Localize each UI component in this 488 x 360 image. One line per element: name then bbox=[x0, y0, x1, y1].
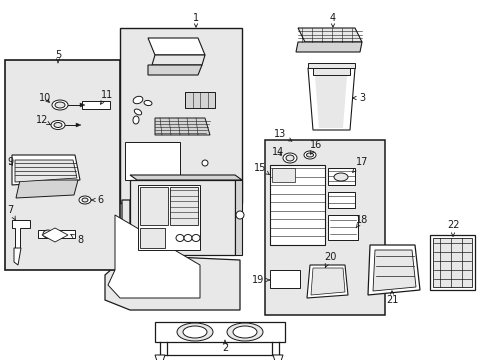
Polygon shape bbox=[140, 187, 168, 225]
Ellipse shape bbox=[54, 122, 62, 127]
Text: 10: 10 bbox=[39, 93, 51, 103]
Ellipse shape bbox=[304, 151, 315, 159]
Ellipse shape bbox=[55, 102, 65, 108]
Polygon shape bbox=[16, 180, 78, 198]
Polygon shape bbox=[15, 160, 77, 182]
Ellipse shape bbox=[144, 100, 152, 105]
Polygon shape bbox=[105, 200, 240, 310]
Polygon shape bbox=[12, 220, 30, 248]
Polygon shape bbox=[148, 38, 204, 55]
Polygon shape bbox=[372, 250, 415, 291]
Text: 16: 16 bbox=[309, 140, 322, 154]
Polygon shape bbox=[82, 101, 110, 109]
Polygon shape bbox=[108, 215, 200, 298]
Ellipse shape bbox=[226, 323, 263, 341]
Polygon shape bbox=[138, 185, 200, 250]
Polygon shape bbox=[42, 228, 68, 242]
Polygon shape bbox=[327, 168, 354, 185]
Polygon shape bbox=[269, 165, 325, 245]
Text: 22: 22 bbox=[446, 220, 458, 236]
Text: 21: 21 bbox=[385, 291, 397, 305]
Ellipse shape bbox=[333, 173, 347, 181]
Text: 11: 11 bbox=[101, 90, 113, 104]
Text: 9: 9 bbox=[7, 157, 13, 167]
Polygon shape bbox=[306, 265, 347, 298]
Polygon shape bbox=[76, 123, 81, 127]
Text: 2: 2 bbox=[222, 340, 228, 353]
Polygon shape bbox=[307, 68, 354, 130]
Polygon shape bbox=[235, 180, 242, 255]
Ellipse shape bbox=[232, 326, 257, 338]
Text: 7: 7 bbox=[7, 205, 16, 220]
Polygon shape bbox=[184, 92, 215, 108]
Polygon shape bbox=[312, 68, 349, 75]
Polygon shape bbox=[327, 215, 357, 240]
Ellipse shape bbox=[183, 326, 206, 338]
Polygon shape bbox=[307, 63, 354, 68]
Polygon shape bbox=[130, 180, 235, 255]
Text: 20: 20 bbox=[323, 252, 336, 267]
Ellipse shape bbox=[202, 160, 207, 166]
Polygon shape bbox=[155, 322, 285, 342]
Text: 12: 12 bbox=[36, 115, 51, 125]
Ellipse shape bbox=[43, 230, 53, 238]
Ellipse shape bbox=[133, 96, 142, 104]
Text: 6: 6 bbox=[91, 195, 103, 205]
Ellipse shape bbox=[52, 100, 68, 110]
Ellipse shape bbox=[192, 234, 200, 242]
Text: 14: 14 bbox=[271, 147, 284, 157]
Polygon shape bbox=[367, 245, 419, 295]
Ellipse shape bbox=[306, 153, 313, 157]
Bar bbox=[120, 28, 242, 203]
Bar bbox=[264, 140, 384, 315]
Polygon shape bbox=[429, 235, 474, 290]
Polygon shape bbox=[271, 168, 294, 182]
Polygon shape bbox=[272, 355, 283, 360]
Text: 13: 13 bbox=[273, 129, 291, 141]
Text: 19: 19 bbox=[251, 275, 269, 285]
Polygon shape bbox=[432, 238, 471, 287]
Polygon shape bbox=[14, 248, 21, 265]
Polygon shape bbox=[314, 76, 346, 128]
Bar bbox=[5, 60, 120, 270]
Polygon shape bbox=[297, 28, 361, 42]
Ellipse shape bbox=[134, 109, 142, 115]
Polygon shape bbox=[80, 103, 85, 107]
Bar bbox=[125, 142, 180, 180]
Ellipse shape bbox=[133, 116, 139, 124]
Ellipse shape bbox=[283, 153, 296, 163]
Polygon shape bbox=[170, 187, 198, 225]
Polygon shape bbox=[152, 55, 204, 65]
Ellipse shape bbox=[51, 121, 65, 130]
Text: 18: 18 bbox=[355, 215, 367, 228]
Ellipse shape bbox=[177, 323, 213, 341]
Polygon shape bbox=[327, 192, 354, 208]
Ellipse shape bbox=[79, 196, 91, 204]
Ellipse shape bbox=[82, 198, 88, 202]
Polygon shape bbox=[155, 355, 164, 360]
Polygon shape bbox=[155, 118, 209, 135]
Text: 15: 15 bbox=[253, 163, 269, 175]
Polygon shape bbox=[38, 230, 75, 238]
Text: 1: 1 bbox=[193, 13, 199, 27]
Polygon shape bbox=[12, 155, 80, 185]
Text: 8: 8 bbox=[71, 234, 83, 245]
Polygon shape bbox=[295, 42, 361, 52]
Ellipse shape bbox=[285, 155, 293, 161]
Text: 17: 17 bbox=[352, 157, 367, 172]
Polygon shape bbox=[130, 175, 242, 180]
Text: 3: 3 bbox=[352, 93, 365, 103]
Polygon shape bbox=[310, 268, 345, 295]
Ellipse shape bbox=[176, 234, 183, 242]
Ellipse shape bbox=[236, 211, 244, 219]
Ellipse shape bbox=[183, 234, 192, 242]
Text: 5: 5 bbox=[55, 50, 61, 63]
Polygon shape bbox=[269, 270, 299, 288]
Polygon shape bbox=[140, 228, 164, 248]
Text: 4: 4 bbox=[329, 13, 335, 27]
Polygon shape bbox=[148, 65, 202, 75]
